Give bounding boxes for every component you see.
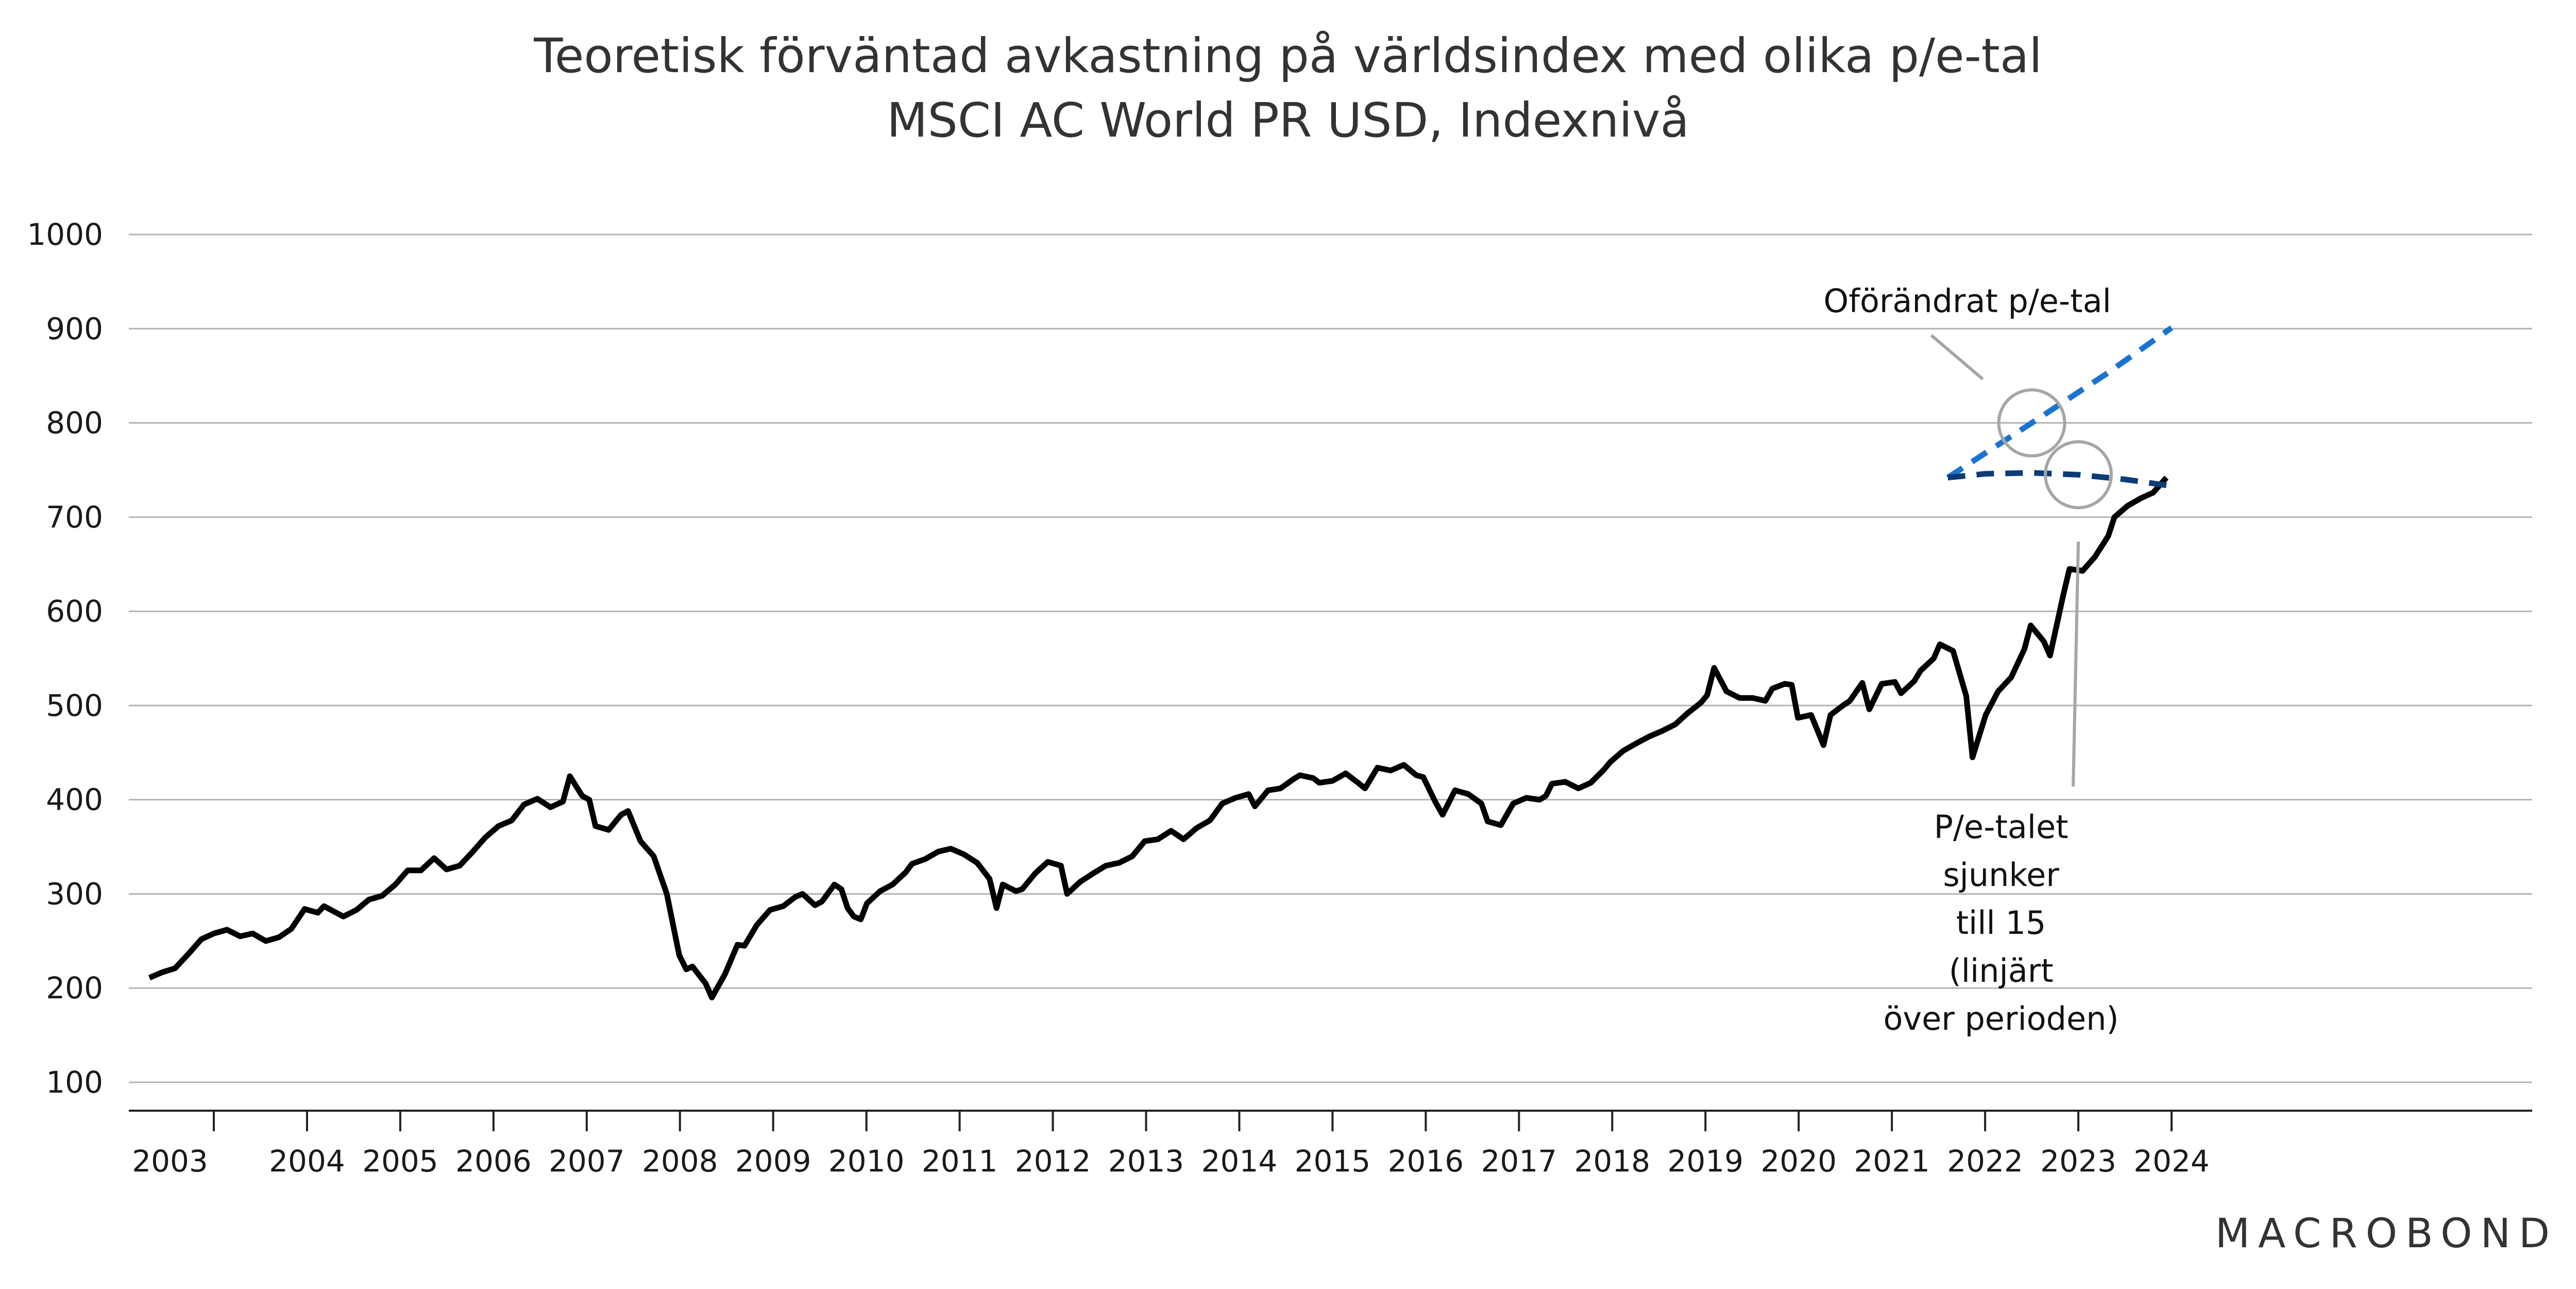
x-tick-label: 2010 bbox=[828, 1144, 905, 1179]
x-axis: 2003 2004 2005 2006 2007 2008 2009 2010 2011 2012… bbox=[132, 1111, 2210, 1179]
callout-circle bbox=[1997, 388, 2066, 458]
y-tick-label: 500 bbox=[46, 688, 103, 723]
annotation-line: (linjärt bbox=[1949, 952, 2054, 990]
annotation-unchanged-pe: Oförändrat p/e-tal bbox=[1823, 282, 2111, 320]
x-tick-label: 2005 bbox=[362, 1144, 438, 1179]
chart-subtitle: MSCI AC World PR USD, Indexnivå bbox=[887, 93, 1689, 148]
x-tick-label: 2024 bbox=[2133, 1144, 2210, 1179]
y-tick-label: 800 bbox=[46, 406, 103, 441]
series-lines bbox=[148, 325, 2174, 1000]
y-tick-label: 300 bbox=[46, 876, 103, 911]
x-tick-label: 2008 bbox=[642, 1144, 718, 1179]
x-tick-label: 2021 bbox=[1854, 1144, 1930, 1179]
annotation-line: över perioden) bbox=[1883, 1000, 2119, 1037]
chart-title: Teoretisk förväntad avkastning på världs… bbox=[533, 28, 2042, 83]
x-tick-label: 2016 bbox=[1388, 1144, 1464, 1179]
x-tick-label: 2004 bbox=[269, 1144, 345, 1179]
x-tick-label: 2006 bbox=[455, 1144, 532, 1179]
x-tick-label: 2020 bbox=[1760, 1144, 1837, 1179]
x-tick-label: 2007 bbox=[549, 1144, 625, 1179]
x-tick-label: 2011 bbox=[922, 1144, 998, 1179]
logo-text: MACROBOND bbox=[2215, 1211, 2558, 1257]
y-tick-label: 100 bbox=[46, 1065, 103, 1100]
y-tick-label: 600 bbox=[46, 594, 103, 629]
x-tick-label: 2019 bbox=[1667, 1144, 1743, 1179]
x-tick-label: 2014 bbox=[1201, 1144, 1278, 1179]
y-tick-label: 900 bbox=[46, 311, 103, 346]
x-tick-label: 2009 bbox=[735, 1144, 811, 1179]
annotations: Oförändrat p/e-tal P/e-talet sjunker till 1… bbox=[1823, 282, 2119, 1038]
series-line-falling-pe bbox=[1947, 470, 2172, 489]
annotation-falling-pe: P/e-talet sjunker till 15 (linjärt över peri… bbox=[1883, 808, 2119, 1037]
series-line-history bbox=[148, 475, 2169, 1000]
annotation-line: till 15 bbox=[1956, 904, 2046, 942]
annotation-line: P/e-talet bbox=[1934, 808, 2069, 846]
x-tick-label: 2023 bbox=[2040, 1144, 2116, 1179]
series-line-unchanged-pe bbox=[1946, 325, 2174, 480]
callout-circle bbox=[2044, 440, 2113, 510]
macrobond-logo: MACROBOND bbox=[2215, 1211, 2558, 1257]
x-tick-label: 2022 bbox=[1947, 1144, 2023, 1179]
y-tick-label: 200 bbox=[46, 970, 103, 1006]
gridlines bbox=[129, 233, 2532, 1083]
y-tick-label: 1000 bbox=[27, 217, 103, 252]
annotation-line: sjunker bbox=[1943, 856, 2059, 894]
x-tick-label: 2017 bbox=[1481, 1144, 1557, 1179]
x-tick-label: 2015 bbox=[1295, 1144, 1371, 1179]
callout-leader bbox=[1930, 334, 1984, 380]
x-tick-label: 2003 bbox=[132, 1144, 208, 1179]
callout-leader bbox=[2072, 542, 2080, 787]
x-tick-label: 2012 bbox=[1015, 1144, 1091, 1179]
y-tick-label: 700 bbox=[46, 499, 103, 534]
y-tick-label: 400 bbox=[46, 782, 103, 817]
y-axis-tick-labels: 100 200 300 400 500 600 700 800 900 1000 bbox=[27, 217, 103, 1100]
x-tick-label: 2018 bbox=[1574, 1144, 1650, 1179]
x-tick-label: 2013 bbox=[1108, 1144, 1184, 1179]
